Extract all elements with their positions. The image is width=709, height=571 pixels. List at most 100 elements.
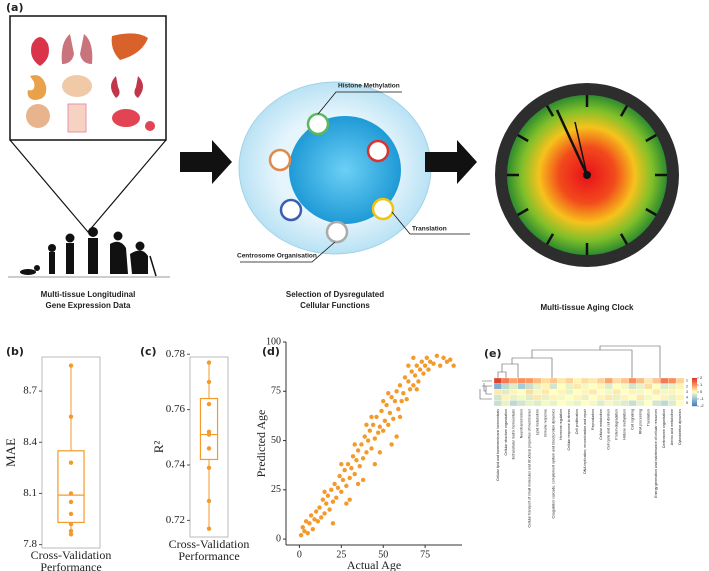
point xyxy=(421,371,426,376)
row-label: 1 xyxy=(686,379,688,383)
point xyxy=(345,461,351,467)
heart-icon xyxy=(31,37,49,66)
heat-cell xyxy=(620,389,629,395)
point xyxy=(402,375,408,380)
point xyxy=(350,454,356,459)
column-label: Cellular response to stress xyxy=(567,409,571,451)
row-label: 5 xyxy=(686,401,688,405)
stomach-icon xyxy=(27,75,47,100)
point xyxy=(375,430,381,435)
head-icon xyxy=(26,104,50,128)
colorbar-step xyxy=(692,382,697,384)
colorbar-step xyxy=(692,379,697,381)
heat-cell xyxy=(493,383,503,390)
y-tick-label: 0.74 xyxy=(166,459,186,471)
colorbar-step xyxy=(692,380,697,381)
colorbar-step xyxy=(692,395,697,397)
point xyxy=(407,387,413,392)
heat-cell xyxy=(509,383,518,390)
heat-cell xyxy=(644,394,653,401)
x-tick-label: 75 xyxy=(420,549,430,560)
colorbar-step xyxy=(692,403,697,405)
heat-cell xyxy=(604,389,613,395)
column-label: Amino acid metabolism xyxy=(670,409,674,445)
heat-cell xyxy=(636,394,645,401)
heat-cell xyxy=(573,400,582,407)
heat-cell xyxy=(573,383,582,390)
heat-cell xyxy=(588,383,598,390)
heat-cell xyxy=(517,389,526,395)
point xyxy=(339,461,344,467)
heat-cell xyxy=(636,377,645,384)
point xyxy=(369,446,374,451)
heat-cell xyxy=(628,394,637,401)
heat-cell xyxy=(660,389,669,395)
heat-cell xyxy=(557,377,566,384)
column-label: Cellular transport of small molecules an… xyxy=(528,409,532,528)
point xyxy=(444,359,450,364)
heat-cell xyxy=(660,394,669,401)
heat-cell xyxy=(525,383,534,390)
colorbar-step xyxy=(692,392,697,394)
heat-cell xyxy=(668,377,677,384)
point xyxy=(381,428,386,433)
column-label: Translation xyxy=(646,409,650,426)
heat-cell xyxy=(501,383,510,390)
clock-center xyxy=(583,171,591,179)
point xyxy=(310,527,316,532)
heat-cell xyxy=(580,383,590,390)
heat-cell xyxy=(628,400,637,407)
colorbar-tick-label: 1 xyxy=(700,382,703,387)
colorbar-step xyxy=(692,387,697,389)
clock-tick xyxy=(517,133,529,143)
point xyxy=(322,489,327,494)
point xyxy=(448,357,453,362)
clock-tick xyxy=(517,207,529,217)
colorbar-step xyxy=(692,396,697,398)
colorbar-step xyxy=(692,399,697,401)
y-tick-label: 0.78 xyxy=(166,348,186,360)
column-label: Cellular lipid and transmembrane homeost… xyxy=(496,409,500,481)
colorbar-step xyxy=(692,404,697,406)
row-label: 3 xyxy=(686,390,688,394)
heat-cell xyxy=(644,377,653,384)
heat-cell xyxy=(501,389,510,395)
heat-cell xyxy=(668,383,677,390)
column-label: RNA processing xyxy=(638,409,642,434)
colorbar-step xyxy=(692,403,697,405)
colorbar-step xyxy=(692,387,697,388)
point xyxy=(206,401,212,407)
heat-cell xyxy=(675,394,685,401)
point xyxy=(344,483,349,489)
point xyxy=(441,355,446,360)
colorbar-step xyxy=(692,385,697,387)
heat-cell xyxy=(557,394,566,401)
column-label: Cell cycle and cell division xyxy=(607,409,611,450)
x-axis-label: Cross-Validation xyxy=(31,548,112,562)
lungs-icon xyxy=(61,34,93,64)
point xyxy=(396,406,401,412)
heat-cell xyxy=(557,383,566,390)
heat-cell xyxy=(675,400,685,407)
heat-cell xyxy=(565,394,574,401)
point xyxy=(417,367,423,372)
point xyxy=(406,379,411,384)
point xyxy=(386,391,391,396)
heat-cell xyxy=(501,400,510,407)
column-label: Hormone regulation xyxy=(559,409,563,440)
heat-cell xyxy=(509,377,518,384)
clock-tick xyxy=(645,207,657,217)
column-label: Centrosome organisation xyxy=(662,409,666,448)
heat-cell xyxy=(541,394,550,401)
point xyxy=(404,396,409,402)
heat-cell xyxy=(573,394,582,401)
heat-cell xyxy=(636,389,645,395)
point xyxy=(389,394,394,400)
x-tick-label: 25 xyxy=(336,549,346,560)
caption: Multi-tissue Longitudinal xyxy=(41,290,136,299)
column-label: Reproduction xyxy=(591,409,595,430)
heat-cell xyxy=(509,394,518,401)
point xyxy=(317,505,322,510)
colorbar-step xyxy=(692,393,697,395)
